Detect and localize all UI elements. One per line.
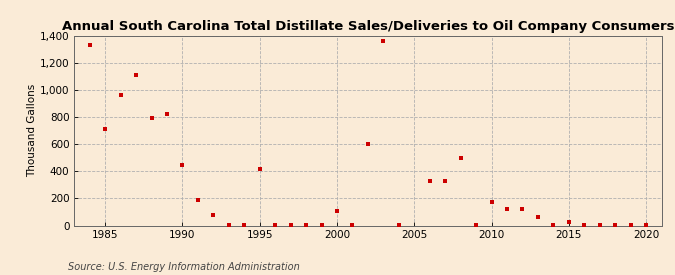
- Point: [239, 223, 250, 227]
- Point: [502, 207, 512, 211]
- Point: [564, 220, 574, 224]
- Point: [347, 223, 358, 227]
- Point: [425, 178, 435, 183]
- Point: [533, 214, 543, 219]
- Title: Annual South Carolina Total Distillate Sales/Deliveries to Oil Company Consumers: Annual South Carolina Total Distillate S…: [61, 20, 674, 33]
- Point: [331, 208, 342, 213]
- Point: [100, 126, 111, 131]
- Point: [486, 200, 497, 204]
- Point: [548, 223, 559, 227]
- Point: [579, 223, 590, 227]
- Point: [177, 162, 188, 167]
- Point: [115, 93, 126, 98]
- Point: [286, 223, 296, 227]
- Point: [594, 223, 605, 227]
- Point: [208, 213, 219, 218]
- Point: [641, 223, 651, 227]
- Point: [455, 156, 466, 160]
- Point: [146, 116, 157, 121]
- Point: [362, 142, 373, 146]
- Point: [131, 73, 142, 77]
- Point: [394, 223, 404, 227]
- Point: [610, 223, 620, 227]
- Y-axis label: Thousand Gallons: Thousand Gallons: [27, 84, 37, 177]
- Text: Source: U.S. Energy Information Administration: Source: U.S. Energy Information Administ…: [68, 262, 299, 272]
- Point: [470, 223, 481, 227]
- Point: [316, 223, 327, 227]
- Point: [517, 207, 528, 211]
- Point: [254, 167, 265, 171]
- Point: [223, 223, 234, 227]
- Point: [625, 223, 636, 227]
- Point: [300, 223, 311, 227]
- Point: [439, 179, 450, 184]
- Point: [84, 43, 95, 48]
- Point: [378, 39, 389, 43]
- Point: [192, 197, 203, 202]
- Point: [161, 111, 172, 116]
- Point: [270, 223, 281, 227]
